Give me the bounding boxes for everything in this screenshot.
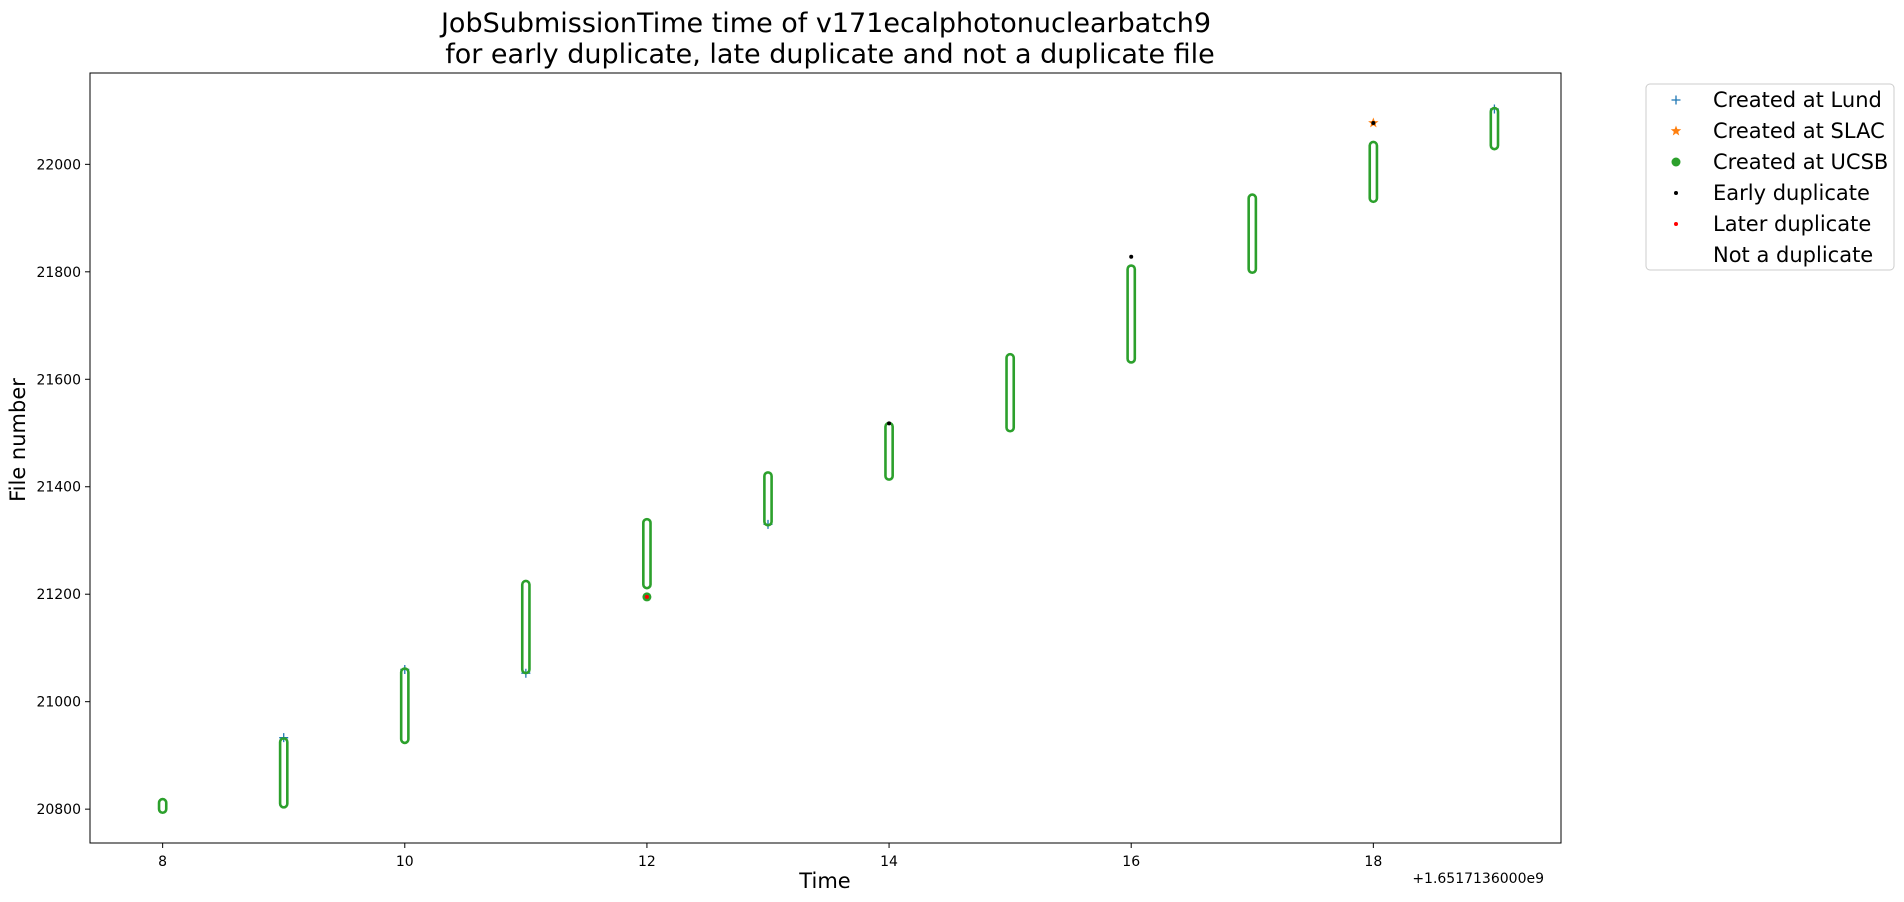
legend-marker: [1674, 222, 1678, 226]
data-point: [1371, 120, 1376, 125]
data-column: [1489, 106, 1500, 151]
y-tick-label: 21400: [36, 480, 81, 496]
legend-marker: [1670, 125, 1682, 136]
y-axis-label: File number: [6, 378, 30, 502]
x-tick-label: 16: [1122, 854, 1140, 870]
x-axis-label: Time: [798, 869, 850, 893]
legend-item: Early duplicate: [1674, 181, 1870, 205]
legend: Created at Lund Created at SLAC Created at…: [1645, 83, 1895, 271]
plot-frame: [89, 72, 1562, 844]
legend-box: [1645, 83, 1895, 271]
data-column: [1368, 140, 1379, 204]
y-axis-ticks: 20800 21000 21200 21400 21600 21800 22000: [36, 157, 90, 818]
legend-marker: [1671, 157, 1681, 167]
data-point: [644, 594, 649, 599]
x-tick-label: 14: [880, 854, 898, 870]
legend-label: Created at UCSB: [1713, 150, 1888, 174]
legend-marker: [1674, 191, 1678, 195]
legend-label: Created at SLAC: [1713, 119, 1885, 143]
series-early-duplicate: [887, 120, 1376, 426]
x-axis-ticks: 8 10 12 14 16 18: [158, 843, 1382, 870]
y-tick-label: 21000: [36, 695, 81, 711]
legend-label: Created at Lund: [1713, 88, 1882, 112]
x-axis-offset-label: +1.6517136000e9: [1412, 871, 1544, 887]
y-tick-label: 21200: [36, 587, 81, 603]
series-created-at-ucsb: [157, 106, 1500, 815]
x-tick-label: 18: [1364, 854, 1382, 870]
data-column: [1126, 264, 1137, 364]
legend-item: Created at Lund: [1671, 88, 1882, 112]
legend-marker: [1671, 95, 1681, 105]
y-tick-label: 21800: [36, 265, 81, 281]
legend-label: Not a duplicate: [1713, 243, 1873, 267]
data-point: [1129, 254, 1134, 259]
legend-item: Not a duplicate: [1713, 243, 1873, 267]
legend-item: Created at UCSB: [1671, 150, 1888, 174]
legend-label: Later duplicate: [1713, 212, 1871, 236]
data-marks: [157, 104, 1500, 815]
y-tick-label: 22000: [36, 157, 81, 173]
data-column: [157, 797, 168, 815]
x-tick-label: 12: [638, 854, 656, 870]
x-tick-label: 8: [158, 854, 167, 870]
y-tick-label: 20800: [36, 802, 81, 818]
data-column: [399, 667, 410, 745]
data-column: [278, 737, 289, 809]
legend-item: Created at SLAC: [1670, 119, 1885, 143]
data-column: [763, 471, 773, 527]
data-point: [887, 421, 892, 426]
chart-title-line1: JobSubmissionTime time of v171ecalphoton…: [439, 8, 1211, 39]
x-tick-label: 10: [396, 854, 414, 870]
chart-title-line2: for early duplicate, late duplicate and …: [445, 39, 1215, 70]
data-column: [1247, 193, 1258, 275]
series-later-duplicate: [644, 594, 649, 599]
data-column: [520, 579, 531, 675]
legend-item: Later duplicate: [1674, 212, 1871, 236]
plot-area: [90, 73, 1561, 843]
data-column: [642, 517, 652, 590]
legend-label: Early duplicate: [1713, 181, 1870, 205]
y-tick-label: 21600: [36, 372, 81, 388]
data-column: [1005, 352, 1016, 433]
